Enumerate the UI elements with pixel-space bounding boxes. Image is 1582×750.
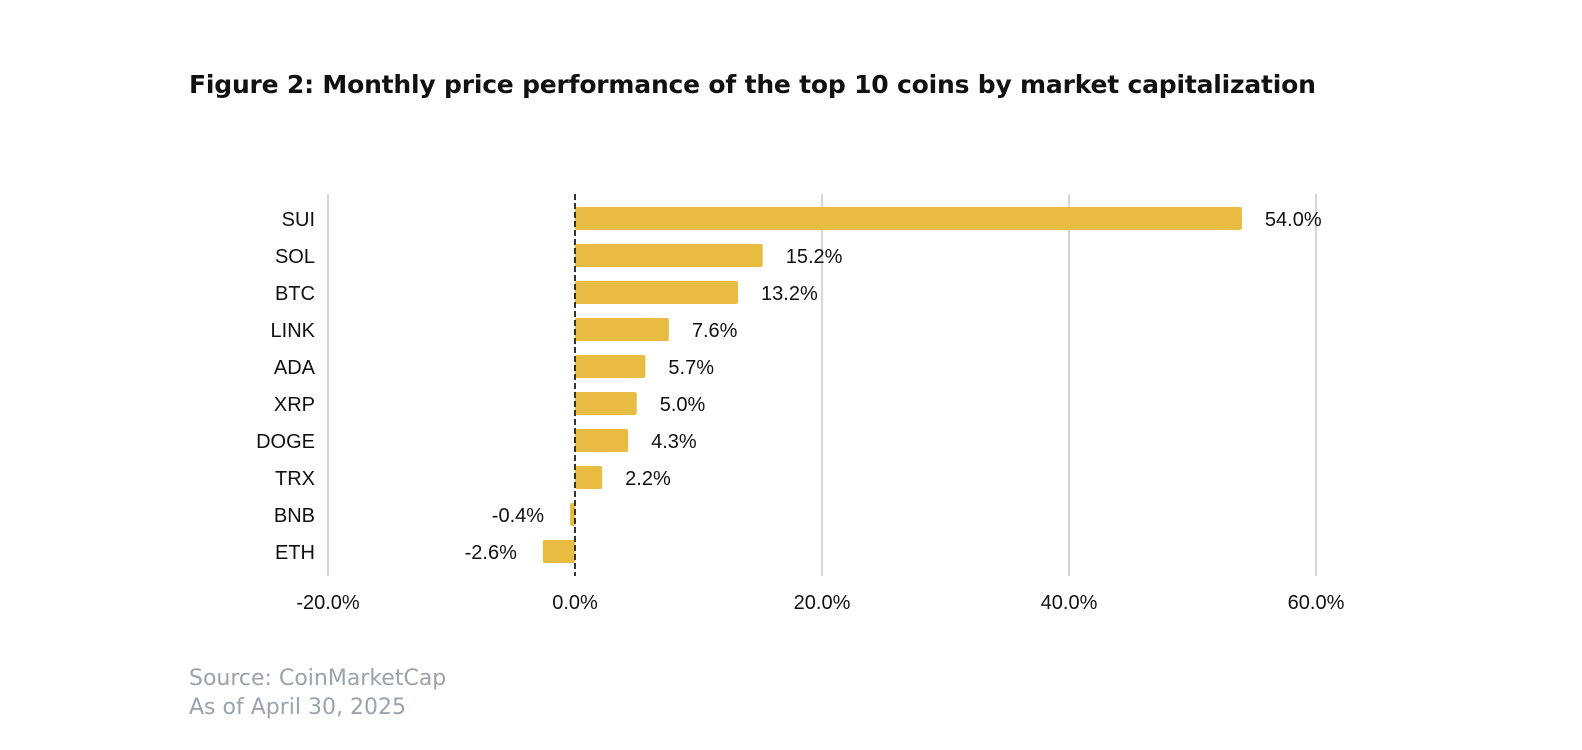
bar-doge [575, 429, 629, 452]
category-label: SOL [275, 246, 315, 268]
x-tick-label: 0.0% [552, 592, 598, 614]
category-label: BNB [274, 505, 315, 527]
value-label: 13.2% [761, 283, 818, 305]
bar-ada [575, 355, 646, 378]
x-tick-label: -20.0% [296, 592, 360, 614]
x-tick-label: 40.0% [1041, 592, 1098, 614]
value-label: 15.2% [786, 246, 843, 268]
value-label: 2.2% [625, 468, 671, 490]
bar-xrp [575, 392, 637, 415]
category-label: BTC [275, 283, 315, 305]
x-tick-label: 20.0% [794, 592, 851, 614]
grid-lines [327, 194, 1317, 576]
category-label: ETH [275, 542, 315, 564]
labels: -20.0% 0.0% 20.0% 40.0% 60.0% SUI 54.0% SOL 15.2… [256, 209, 1344, 614]
value-label: 4.3% [651, 431, 697, 453]
category-label: LINK [271, 320, 316, 342]
category-label: SUI [282, 209, 315, 231]
category-label: DOGE [256, 431, 315, 453]
bar-link [575, 318, 669, 341]
bar-bnb [570, 503, 575, 526]
value-label: 54.0% [1265, 209, 1322, 231]
as-of-date: As of April 30, 2025 [189, 695, 406, 720]
bars [542, 207, 1242, 563]
bar-sol [575, 244, 763, 267]
value-label: -2.6% [465, 542, 517, 564]
bar-eth [542, 540, 575, 563]
category-label: XRP [274, 394, 315, 416]
source-note: Source: CoinMarketCap [189, 666, 447, 691]
x-tick-label: 60.0% [1288, 592, 1345, 614]
category-label: ADA [274, 357, 316, 379]
value-label: 5.0% [660, 394, 706, 416]
category-label: TRX [275, 468, 315, 490]
bar-trx [575, 466, 603, 489]
bar-btc [575, 281, 739, 304]
value-label: 5.7% [668, 357, 714, 379]
value-label: 7.6% [692, 320, 738, 342]
figure-title: Figure 2: Monthly price performance of t… [189, 70, 1316, 99]
value-label: -0.4% [492, 505, 544, 527]
bar-sui [575, 207, 1242, 230]
